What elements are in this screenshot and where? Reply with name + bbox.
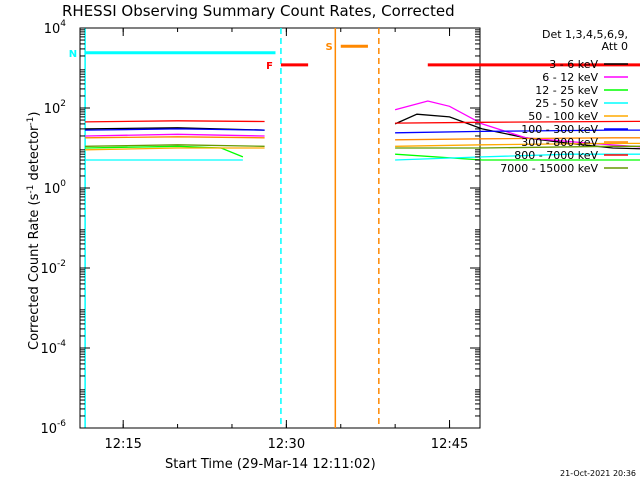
series-line-4-1 [395,142,640,147]
legend-label-4: 50 - 100 keV [528,110,598,123]
flag-label-f: F [266,61,273,72]
series-line-2-0 [85,145,244,158]
legend-label-8: 7000 - 15000 keV [500,162,598,175]
legend-label-3: 25 - 50 keV [535,97,598,110]
series-line-6-0 [85,136,265,139]
flag-bars: F N S [69,42,640,72]
y-tick-label-1: 10-4 [40,339,66,357]
legend-label-7: 800 - 7000 keV [514,149,598,162]
series-line-8-1 [395,145,640,149]
series-line-6-1 [395,137,640,141]
timestamp: 21-Oct-2021 20:36 [560,469,636,478]
y-tick-label-0: 10-6 [40,419,66,437]
y-axis-label: Corrected Count Rate (s-1 detector-1) [26,112,42,350]
series-line-3-1 [395,153,640,161]
x-ticks: 12:15 12:30 12:45 [104,28,468,452]
y-tick-label-5: 104 [44,19,67,37]
series-line-5-1 [395,129,640,134]
y-ticks: 10-6 10-4 10-2 100 102 104 [40,19,480,437]
legend-label-0: 3 - 6 keV [549,58,598,71]
legend-label-6: 300 - 800 keV [521,136,598,149]
legend-header-line1: Det 1,3,4,5,6,9, [542,28,628,41]
y-tick-label-3: 100 [44,179,67,197]
series-line-5-0 [85,128,265,131]
series-lines [85,100,640,161]
plot-area: FNS 12:15 12:30 12:45 10-610-410-210010210… [40,19,640,452]
legend-label-2: 12 - 25 keV [535,84,598,97]
flag-label-s: S [326,42,333,53]
series-line-8-0 [85,144,265,147]
x-tick-label-1: 12:30 [268,437,305,452]
series-line-0-1 [394,113,640,150]
vertical-markers [84,28,380,428]
y-tick-label-2: 10-2 [40,259,66,277]
x-tick-label-2: 12:45 [431,437,468,452]
series-line-2-1 [395,153,640,161]
flag-label-n: N [69,49,77,60]
x-tick-label-0: 12:15 [104,437,141,452]
plot-frame [79,27,481,429]
series-line-7-1 [395,120,640,124]
legend-label-1: 6 - 12 keV [542,71,598,84]
series-line-1-1 [394,100,640,148]
x-axis-label: Start Time (29-Mar-14 12:11:02) [165,457,376,472]
legend-label-5: 100 - 300 keV [521,123,598,136]
legend-header-line2: Att 0 [602,40,628,53]
y-tick-label-4: 102 [44,99,66,117]
series-line-1-0 [85,133,265,137]
series-line-7-0 [85,120,265,123]
chart-title: RHESSI Observing Summary Count Rates, Co… [62,2,455,20]
series-line-4-0 [85,147,265,151]
